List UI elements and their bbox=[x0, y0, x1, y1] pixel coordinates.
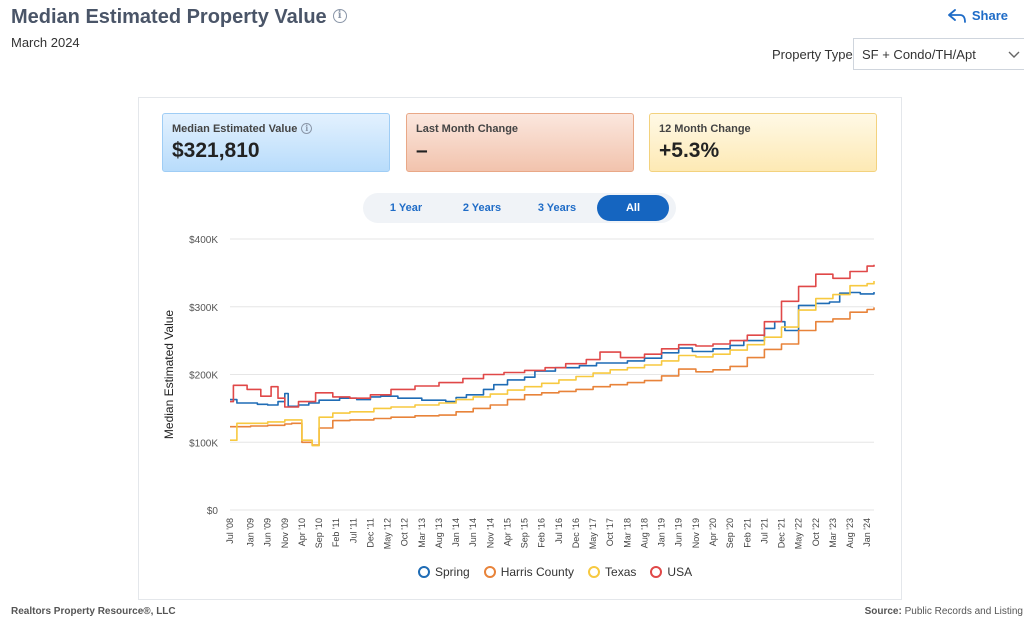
x-tick-label: Mar '18 bbox=[622, 518, 632, 548]
x-tick-label: Jul '08 bbox=[225, 518, 235, 544]
footer-source: Source: Public Records and Listing bbox=[865, 606, 1023, 617]
x-tick-label: Nov '14 bbox=[485, 518, 495, 548]
y-tick-label: $400K bbox=[189, 235, 218, 246]
legend-item-texas[interactable]: Texas bbox=[588, 565, 636, 579]
legend-marker bbox=[483, 566, 496, 578]
x-tick-label: Feb '21 bbox=[742, 518, 752, 548]
legend-label: USA bbox=[667, 565, 693, 579]
series-line-texas bbox=[230, 281, 875, 447]
series-line-spring bbox=[230, 291, 875, 408]
x-tick-label: Mar '13 bbox=[417, 518, 427, 548]
x-tick-label: Dec '16 bbox=[571, 518, 581, 548]
source-label: Source: bbox=[864, 606, 902, 617]
chart-legend: Spring Harris County Texas USA bbox=[418, 565, 692, 579]
y-tick-label: $200K bbox=[189, 371, 218, 382]
y-tick-label: $100K bbox=[189, 438, 218, 449]
x-tick-label: Jul '11 bbox=[348, 518, 358, 543]
legend-item-spring[interactable]: Spring bbox=[418, 565, 470, 579]
series-line-harris-county bbox=[230, 307, 875, 446]
x-tick-label: Dec '21 bbox=[777, 518, 787, 548]
range-2-years-button[interactable]: 2 Years bbox=[462, 202, 502, 214]
time-range-selector: 1 Year 2 Years 3 Years All bbox=[363, 193, 676, 223]
x-tick-label: May '12 bbox=[383, 518, 393, 549]
stat-value: +5.3% bbox=[659, 139, 720, 162]
x-tick-label: Feb '11 bbox=[331, 518, 341, 547]
page-subtitle: March 2024 bbox=[11, 35, 80, 50]
x-tick-label: Oct '17 bbox=[605, 518, 615, 546]
x-tick-label: Jan '19 bbox=[657, 518, 667, 547]
page-title-text: Median Estimated Property Value bbox=[11, 6, 327, 28]
legend-marker bbox=[650, 566, 663, 578]
x-tick-label: Sep '20 bbox=[725, 518, 735, 548]
legend-label: Harris County bbox=[500, 565, 575, 579]
page-title: Median Estimated Property Value i bbox=[11, 6, 347, 29]
chevron-down-icon bbox=[1008, 51, 1020, 58]
x-tick-label: Jun '14 bbox=[468, 518, 478, 547]
legend-label: Spring bbox=[435, 565, 470, 579]
x-tick-label: Jun '19 bbox=[674, 518, 684, 547]
legend-item-harris-county[interactable]: Harris County bbox=[483, 565, 575, 579]
x-tick-label: Jan '09 bbox=[246, 518, 256, 547]
x-tick-label: Oct '22 bbox=[811, 518, 821, 546]
x-tick-label: Feb '16 bbox=[537, 518, 547, 548]
x-tick-label: Jul '16 bbox=[554, 518, 564, 544]
series-line-usa bbox=[230, 264, 875, 408]
x-tick-label: Nov '19 bbox=[691, 518, 701, 548]
x-tick-label: Apr '20 bbox=[708, 518, 718, 546]
property-type-select[interactable]: SF + Condo/TH/Apt bbox=[853, 38, 1024, 70]
x-tick-label: Sep '10 bbox=[314, 518, 324, 548]
y-tick-label: $300K bbox=[189, 303, 218, 314]
range-1-year-button[interactable]: 1 Year bbox=[389, 202, 423, 214]
x-tick-label: Jul '21 bbox=[759, 518, 769, 544]
x-tick-label: Sep '15 bbox=[520, 518, 530, 548]
share-icon bbox=[947, 8, 966, 23]
stat-value: – bbox=[416, 139, 428, 162]
y-axis-label: Median Estimated Value bbox=[162, 310, 176, 440]
stat-value: $321,810 bbox=[172, 139, 260, 162]
x-tick-label: Mar '23 bbox=[828, 518, 838, 548]
source-value: Public Records and Listing bbox=[904, 606, 1023, 617]
y-tick-label: $0 bbox=[207, 506, 219, 517]
footer-credit: Realtors Property Resource®, LLC bbox=[11, 606, 176, 617]
x-tick-label: Aug '18 bbox=[639, 518, 649, 548]
legend-marker bbox=[418, 566, 430, 578]
stat-label: Median Estimated Value i bbox=[172, 122, 389, 135]
property-type-value: SF + Condo/TH/Apt bbox=[862, 47, 976, 62]
x-tick-label: Nov '09 bbox=[280, 518, 290, 548]
info-icon[interactable]: i bbox=[332, 8, 347, 23]
x-tick-label: Apr '15 bbox=[502, 518, 512, 546]
share-label: Share bbox=[971, 8, 1008, 23]
range-all-button[interactable]: All bbox=[597, 195, 669, 221]
legend-label: Texas bbox=[605, 565, 637, 579]
x-tick-label: Jan '14 bbox=[451, 518, 461, 547]
x-tick-label: Aug '23 bbox=[845, 518, 855, 548]
stat-label: 12 Month Change bbox=[659, 123, 751, 135]
property-type-label: Property Type bbox=[772, 47, 853, 62]
x-tick-label: Dec '11 bbox=[365, 518, 375, 548]
last-month-change-card: Last Month Change – bbox=[406, 113, 634, 172]
x-tick-label: Jan '24 bbox=[862, 518, 872, 547]
info-icon[interactable]: i bbox=[301, 122, 313, 134]
share-button[interactable]: Share bbox=[947, 8, 1008, 23]
x-tick-label: May '22 bbox=[794, 518, 804, 549]
x-tick-label: Jun '09 bbox=[263, 518, 273, 547]
stat-label: Last Month Change bbox=[416, 123, 519, 135]
chart-card bbox=[138, 97, 902, 600]
legend-item-usa[interactable]: USA bbox=[650, 565, 692, 579]
median-value-card: Median Estimated Value i $321,810 bbox=[162, 113, 390, 172]
x-tick-label: Apr '10 bbox=[297, 518, 307, 546]
x-tick-label: Aug '13 bbox=[434, 518, 444, 548]
legend-marker bbox=[588, 566, 601, 578]
x-tick-label: Oct '12 bbox=[400, 518, 410, 546]
x-tick-label: May '17 bbox=[588, 518, 598, 549]
twelve-month-change-card: 12 Month Change +5.3% bbox=[649, 113, 877, 172]
range-3-years-button[interactable]: 3 Years bbox=[537, 202, 577, 214]
